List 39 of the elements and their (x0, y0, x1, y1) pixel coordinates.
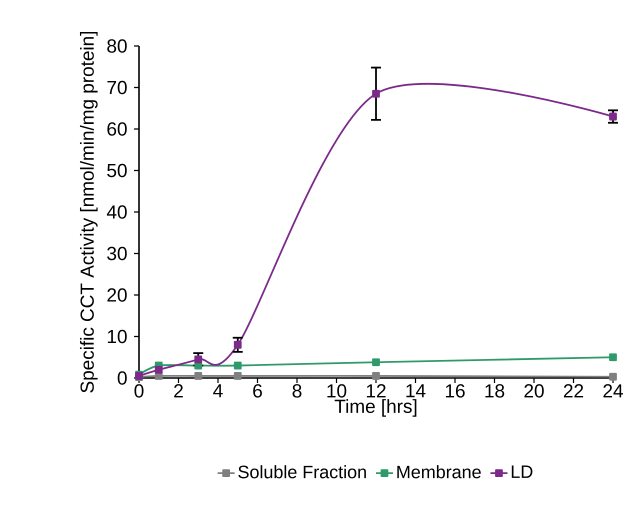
point (234, 372, 242, 380)
point (372, 90, 380, 98)
point (234, 362, 242, 370)
y-tick-label: 20 (107, 288, 127, 302)
y-tick-label: 70 (107, 80, 127, 94)
x-tick-label: 12 (366, 384, 386, 398)
x-axis-title: Time [hrs] (334, 399, 416, 417)
y-tick-label: 60 (107, 122, 127, 136)
y-tick-label: 80 (107, 39, 127, 53)
point (194, 372, 202, 380)
x-tick-label: 20 (524, 384, 544, 398)
x-tick-label: 8 (292, 384, 302, 398)
x-tick-label: 10 (327, 384, 346, 398)
y-tick-label: 0 (118, 371, 127, 385)
point (609, 372, 617, 381)
x-tick-label: 18 (485, 384, 504, 398)
point (609, 112, 617, 120)
x-tick-label: 16 (446, 384, 465, 398)
legend-label: LD (512, 466, 532, 478)
y-tick-label: 10 (108, 330, 127, 344)
legend-label: Soluble Fraction (238, 465, 366, 478)
x-tick-label: 0 (134, 384, 144, 398)
x-tick-label: 24 (603, 384, 623, 398)
point (609, 353, 617, 362)
legend-label: Membrane (397, 465, 481, 478)
point (154, 366, 163, 374)
x-tick-label: 22 (564, 384, 584, 398)
y-tick-label: 40 (106, 205, 127, 219)
y-axis-title: Specific CCT Activity [nmol/min/mg protein] (80, 32, 98, 393)
x-tick-label: 2 (174, 384, 183, 398)
point (194, 355, 202, 364)
point (234, 340, 242, 349)
x-tick-label: 14 (406, 384, 426, 398)
y-tick-label: 50 (107, 164, 127, 178)
x-tick-label: 6 (253, 384, 262, 398)
y-tick-label: 30 (107, 246, 127, 260)
point (372, 372, 380, 380)
point (372, 358, 380, 366)
x-tick-label: 4 (213, 384, 223, 398)
